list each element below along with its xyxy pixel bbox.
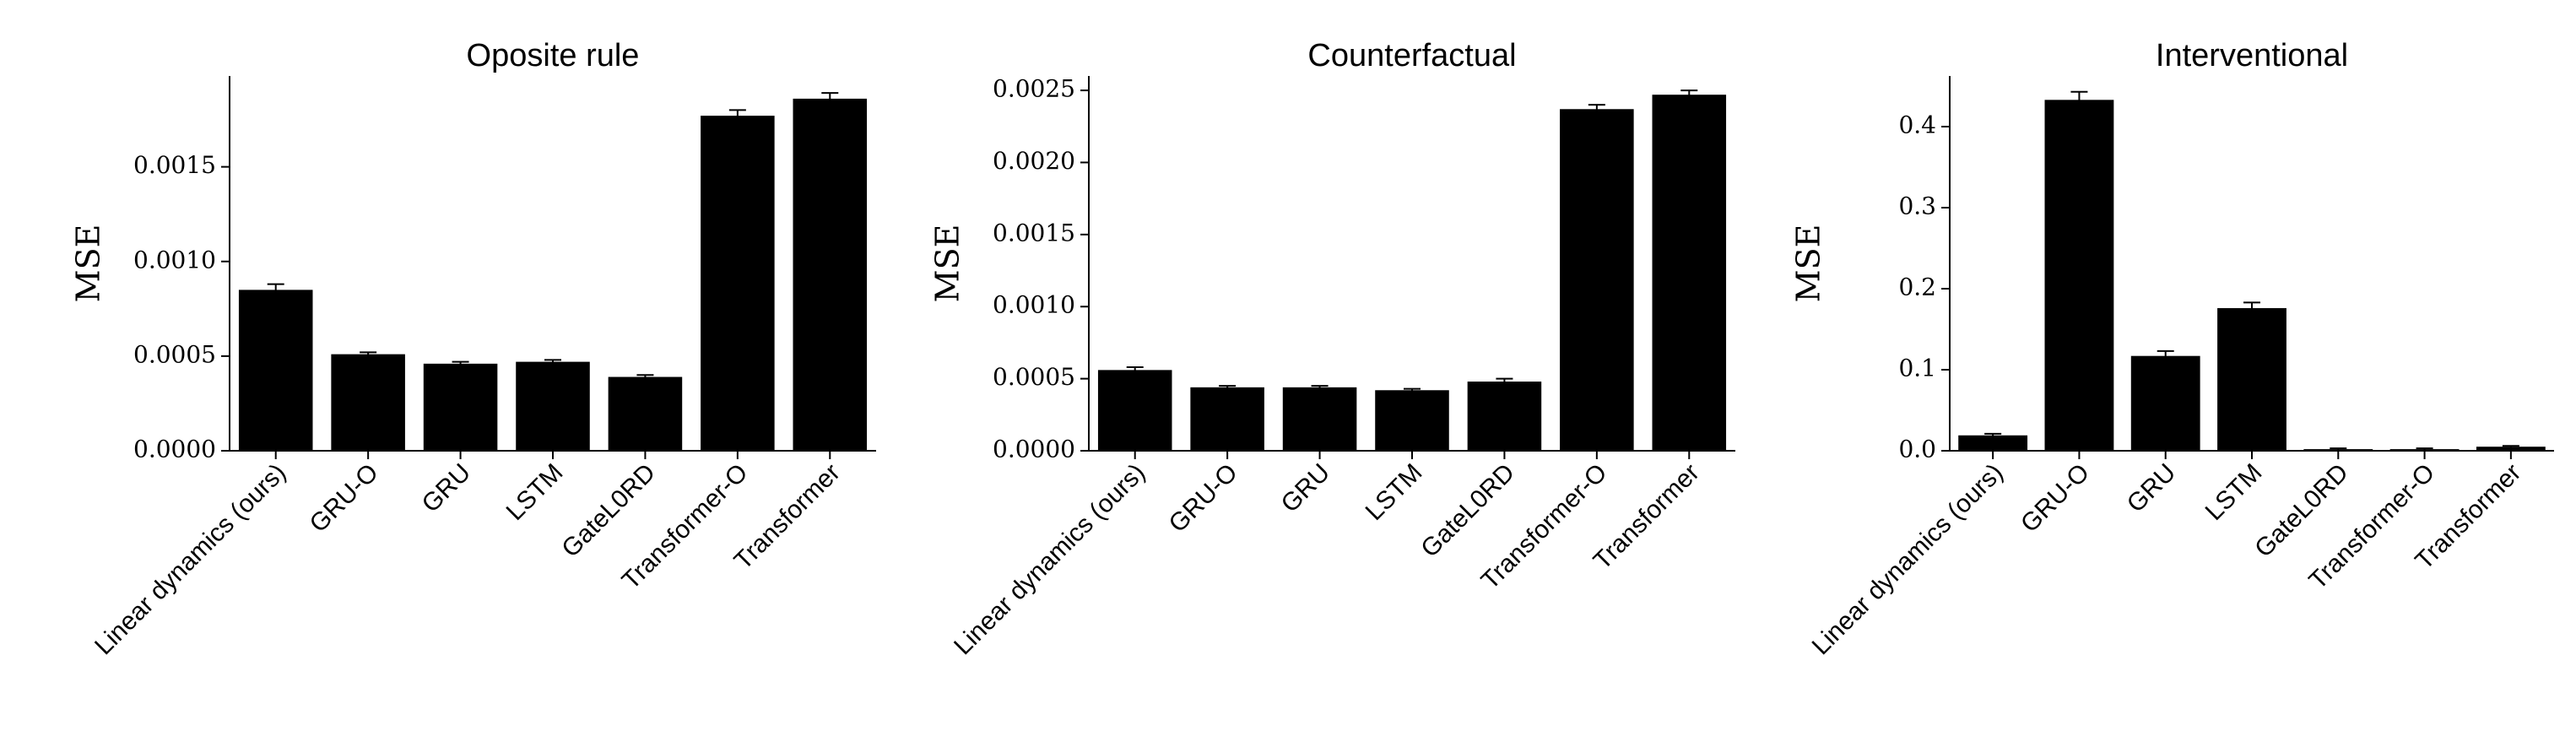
x-tick-label: GRU-O: [305, 458, 384, 538]
x-tick-label: LSTM: [1361, 458, 1428, 526]
y-tick-label: 0.1: [1898, 355, 1936, 382]
chart-title: Counterfactual: [1307, 38, 1516, 73]
x-tick-label: GRU: [2122, 458, 2181, 517]
x-tick-label: Linear dynamics (ours): [1807, 458, 2009, 660]
x-tick-label: Linear dynamics (ours): [949, 458, 1150, 660]
bar: [608, 376, 683, 451]
x-tick-label: GRU-O: [1164, 458, 1243, 538]
bar: [423, 363, 498, 451]
x-tick-label: LSTM: [501, 458, 569, 526]
chart-title: Interventional: [2156, 38, 2348, 73]
bar: [1560, 109, 1634, 451]
bar: [701, 116, 775, 451]
y-tick-label: 0.0015: [993, 219, 1075, 246]
bar: [2476, 447, 2546, 451]
y-axis-label: MSE: [929, 225, 966, 303]
bar: [1282, 387, 1357, 451]
bar: [2130, 355, 2200, 451]
bar: [1190, 387, 1264, 451]
y-tick-label: 0.0005: [993, 363, 1075, 391]
y-axis-label: MSE: [70, 225, 107, 303]
y-axis-label: MSE: [1790, 225, 1827, 303]
bar: [238, 290, 313, 451]
y-tick-label: 0.4: [1898, 111, 1936, 139]
y-tick-label: 0.0015: [133, 151, 216, 179]
x-tick-label: LSTM: [2200, 458, 2268, 526]
bar: [793, 98, 868, 451]
bar: [1097, 370, 1172, 451]
y-tick-label: 0.2: [1898, 273, 1936, 301]
bar: [1652, 95, 1727, 451]
bar: [516, 361, 590, 451]
y-tick-label: 0.0010: [133, 246, 216, 273]
x-tick-label: Linear dynamics (ours): [89, 458, 291, 660]
chart-title: Oposite rule: [467, 38, 640, 73]
y-tick-label: 0.0000: [133, 436, 216, 463]
bar: [1958, 435, 2028, 451]
x-tick-label: GRU-O: [2016, 458, 2095, 538]
bar: [2044, 100, 2114, 451]
y-tick-label: 0.0020: [993, 147, 1075, 175]
y-tick-label: 0.0010: [993, 291, 1075, 319]
x-tick-label: GRU: [417, 458, 476, 517]
bar: [1467, 382, 1542, 451]
x-tick-label: GRU: [1276, 458, 1335, 517]
y-tick-label: 0.0025: [993, 75, 1075, 103]
y-tick-label: 0.0000: [993, 436, 1075, 463]
y-tick-label: 0.0: [1898, 436, 1936, 463]
y-tick-label: 0.3: [1898, 192, 1936, 220]
bar: [1375, 390, 1449, 451]
bar: [331, 354, 405, 451]
bar: [2217, 308, 2286, 451]
y-tick-label: 0.0005: [133, 340, 216, 368]
